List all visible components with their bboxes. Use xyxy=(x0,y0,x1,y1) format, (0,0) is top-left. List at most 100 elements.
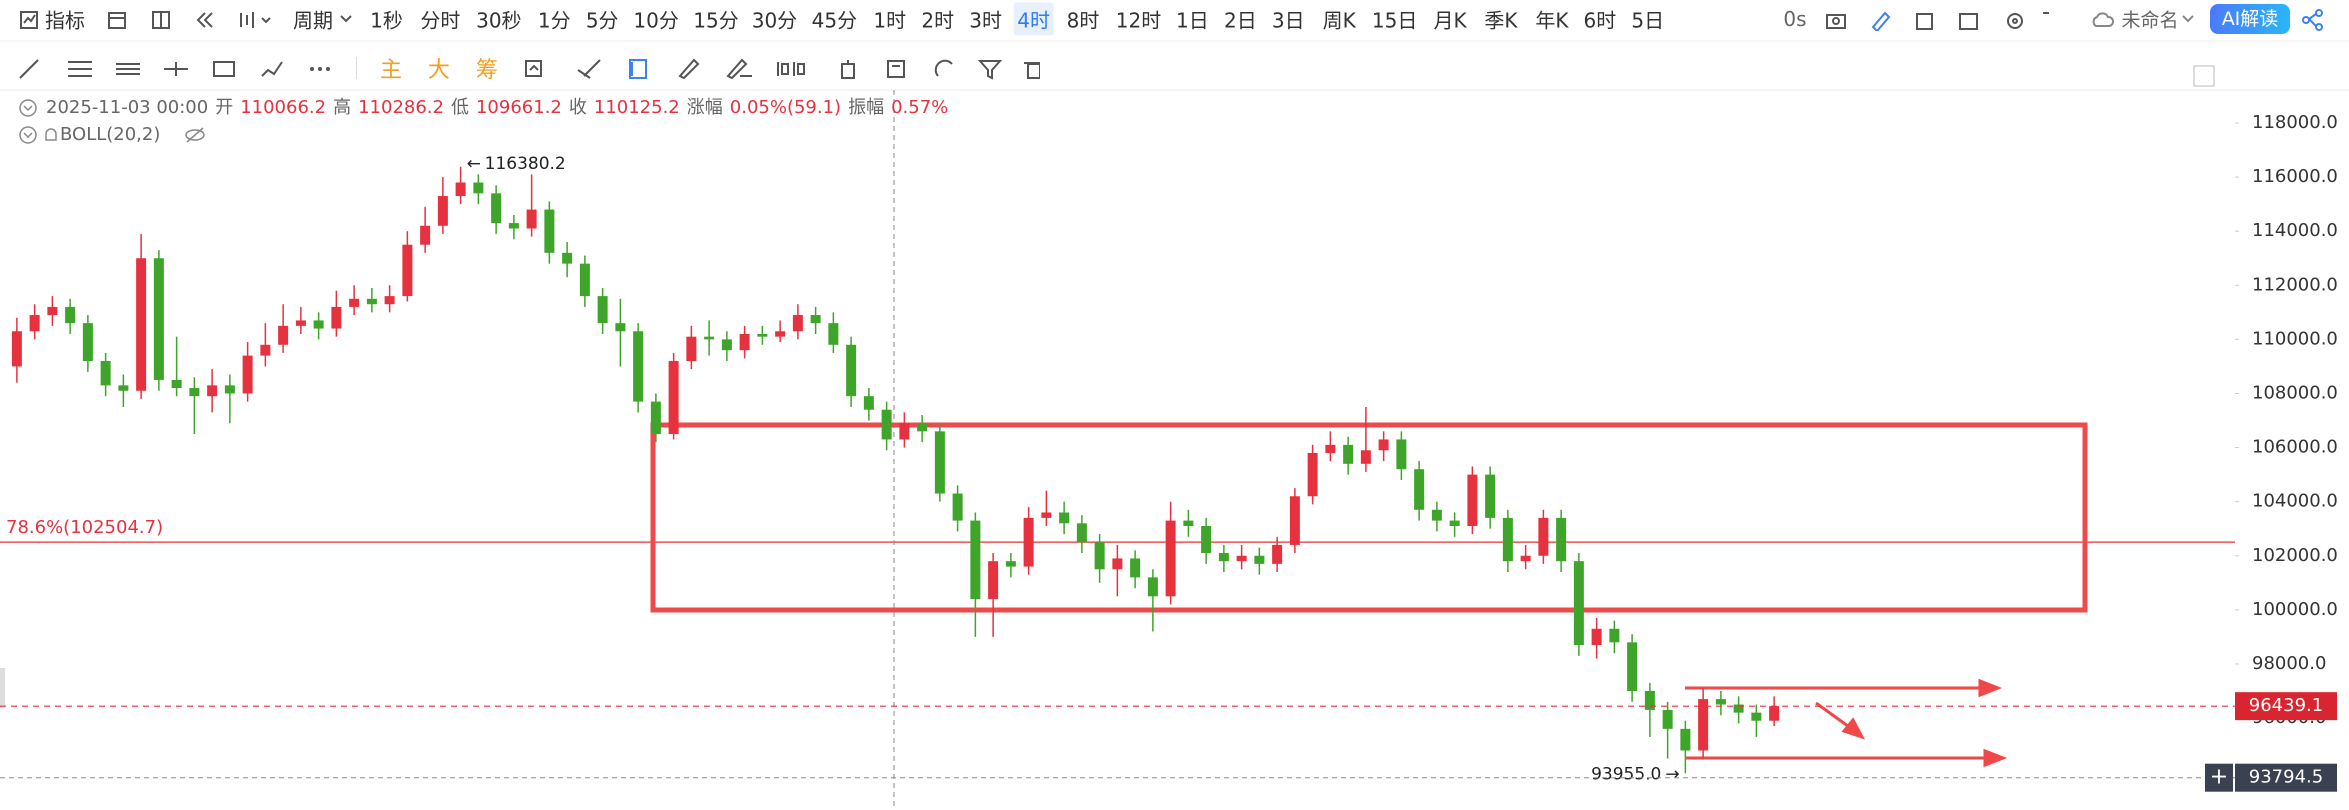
interval-button[interactable]: 分时 xyxy=(420,8,461,33)
interval-button[interactable]: 12时 xyxy=(1115,8,1162,33)
candle-body xyxy=(615,323,626,332)
candle-body xyxy=(828,323,839,345)
y-tick-label: 98000.0 xyxy=(2252,653,2326,674)
dropdown-icon xyxy=(340,15,352,23)
interval-button[interactable]: 2时 xyxy=(921,8,955,33)
interval-button[interactable]: 15日 xyxy=(1371,8,1418,33)
hide-icon[interactable] xyxy=(183,125,207,145)
expand-icon[interactable] xyxy=(2193,65,2215,87)
interval-button[interactable]: 季K xyxy=(1484,8,1518,33)
interval-button[interactable]: 1日 xyxy=(1176,8,1209,33)
separator xyxy=(356,57,357,79)
candle-body xyxy=(1094,542,1105,570)
period-button[interactable]: 周期 xyxy=(293,8,333,33)
icon[interactable] xyxy=(150,9,172,31)
candle-body xyxy=(1556,517,1567,562)
candle-body xyxy=(1715,699,1726,705)
candle-body xyxy=(1130,558,1141,578)
tool-icons[interactable] xyxy=(1825,9,2055,31)
candle-body xyxy=(1201,526,1212,554)
candle-body xyxy=(668,361,679,435)
candle-body xyxy=(544,209,555,253)
y-tick-label: 100000.0 xyxy=(2252,599,2338,620)
interval-button[interactable]: 5日 xyxy=(1631,8,1665,33)
candle-body xyxy=(171,379,182,389)
collapse-icon[interactable] xyxy=(18,125,38,145)
candle-body xyxy=(934,431,945,494)
candle-body xyxy=(207,385,218,397)
candle-body xyxy=(775,331,786,337)
y-tick-label: 110000.0 xyxy=(2252,328,2338,349)
candle-body xyxy=(863,396,874,410)
candle-body xyxy=(1680,728,1691,751)
drawing-tools-right[interactable] xyxy=(520,56,1040,82)
label: 振幅 xyxy=(848,97,885,118)
interval-button[interactable]: 45分 xyxy=(811,8,858,33)
interval-button[interactable]: 3日 xyxy=(1271,8,1305,33)
indicator-tag[interactable]: 筹 xyxy=(475,58,498,83)
candle-body xyxy=(82,323,93,362)
candle-body xyxy=(1396,439,1407,470)
candle-body xyxy=(1076,523,1087,543)
timer: 0s xyxy=(1783,7,1807,31)
candle-body xyxy=(118,385,129,391)
candle-body xyxy=(508,223,519,229)
drawing-tools-left[interactable] xyxy=(16,56,356,82)
chart-type-icon[interactable] xyxy=(236,9,276,31)
value: 110066.2 xyxy=(240,97,327,118)
icon[interactable] xyxy=(106,9,128,31)
candle-body xyxy=(242,355,253,394)
value: 110125.2 xyxy=(593,97,680,118)
interval-button[interactable]: 15分 xyxy=(693,8,739,33)
interval-button[interactable]: 30秒 xyxy=(476,8,522,33)
indicator-tag[interactable]: 大 xyxy=(427,58,450,83)
last-price-tag xyxy=(2235,692,2337,721)
interval-button[interactable]: 4时 xyxy=(1013,2,1054,36)
label: 收 xyxy=(568,97,587,118)
interval-button[interactable]: 10分 xyxy=(633,8,679,33)
interval-button[interactable]: 1分 xyxy=(537,8,571,33)
interval-button[interactable]: 周K xyxy=(1322,8,1356,33)
candle-body xyxy=(1520,555,1531,562)
fib-label: 78.6%(102504.7) xyxy=(6,517,163,538)
y-tick-label: 112000.0 xyxy=(2252,274,2338,295)
side-tab[interactable] xyxy=(0,668,5,708)
dropdown-icon xyxy=(2182,15,2194,23)
indicator-button[interactable]: 指标 xyxy=(45,8,85,33)
interval-button[interactable]: 1时 xyxy=(873,8,907,33)
candle-body xyxy=(1609,628,1620,643)
candle-body xyxy=(1573,561,1584,646)
candle-body xyxy=(1325,444,1336,453)
collapse-icon[interactable] xyxy=(18,98,38,118)
range-box[interactable] xyxy=(650,422,2088,613)
candle-body xyxy=(1733,704,1744,713)
interval-button[interactable]: 月K xyxy=(1433,8,1467,33)
candle-body xyxy=(579,263,590,297)
bell-icon[interactable] xyxy=(42,125,60,145)
crosshair-tag xyxy=(2235,763,2337,792)
interval-button[interactable]: 6时 xyxy=(1583,8,1617,33)
indicator-tag[interactable]: 主 xyxy=(379,58,402,83)
ai-button[interactable]: AI解读 xyxy=(2210,4,2290,34)
share-icon[interactable] xyxy=(2300,7,2326,33)
candle-body xyxy=(1502,517,1513,562)
candle-body xyxy=(473,182,484,194)
candle-body xyxy=(491,193,502,224)
interval-button[interactable]: 5分 xyxy=(585,8,619,33)
interval-button[interactable]: 8时 xyxy=(1066,8,1100,33)
interval-button[interactable]: 2日 xyxy=(1223,8,1257,33)
candle-body xyxy=(988,561,999,600)
candle-body xyxy=(47,306,58,316)
interval-button[interactable]: 30分 xyxy=(751,8,798,33)
icon[interactable] xyxy=(194,9,216,31)
interval-button[interactable]: 3时 xyxy=(969,8,1003,33)
layout-name[interactable]: 未命名 xyxy=(2121,9,2179,32)
y-tick-label: 108000.0 xyxy=(2252,382,2338,403)
ohlc-info: 2025-11-03 00:00 开 110066.2 高 110286.2 低 10966… xyxy=(18,97,955,119)
candle-body xyxy=(1769,706,1780,721)
interval-button[interactable]: 1秒 xyxy=(370,8,403,33)
candle-body xyxy=(1307,452,1318,497)
interval-button[interactable]: 年K xyxy=(1535,8,1569,33)
candle-body xyxy=(1698,699,1709,751)
candle-body xyxy=(402,244,413,297)
